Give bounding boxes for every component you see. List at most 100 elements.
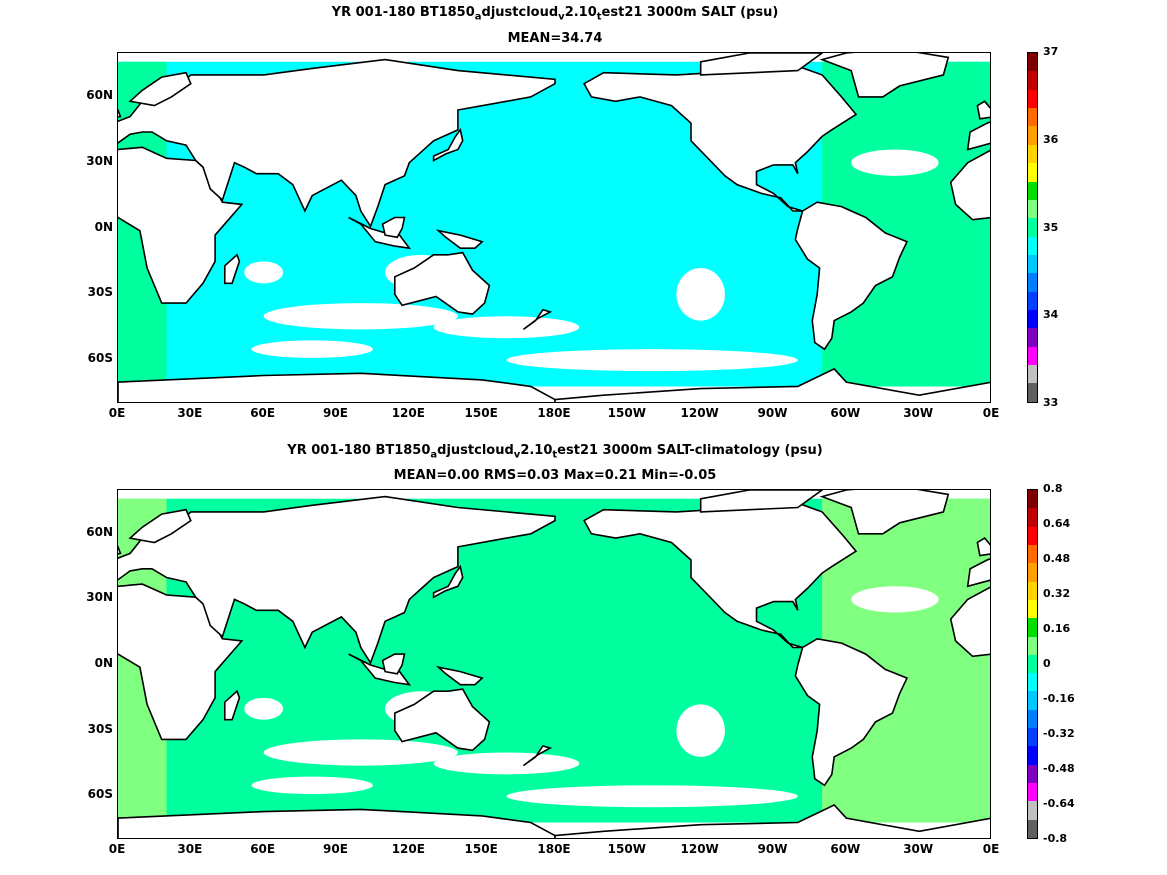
land-eurasia [966, 121, 990, 151]
y-tick-label: 60S [87, 787, 113, 802]
map-title-1: YR 001-180 BT1850adjustcloudv2.10test21 … [331, 5, 779, 23]
colorbar-swatch [1028, 544, 1037, 564]
x-tick-label: 90E [323, 406, 348, 420]
land-japan [432, 127, 464, 162]
no-data-region [244, 697, 284, 720]
land-japan [432, 564, 464, 599]
colorbar-swatch [1028, 618, 1037, 637]
x-tick-label: 30W [903, 406, 934, 420]
colorbar-swatch [1028, 783, 1037, 802]
x-tick-label: 60W [830, 842, 861, 856]
colorbar-swatch [1028, 236, 1037, 255]
land-uk [976, 537, 990, 557]
colorbar-swatch [1028, 108, 1037, 127]
colorbar-swatch [1028, 291, 1037, 311]
x-tick-label: 120W [680, 406, 719, 420]
colorbar-swatch [1028, 709, 1037, 729]
land-greenland [819, 53, 950, 98]
land-arctic_isl [699, 490, 824, 513]
no-data-region [433, 316, 580, 339]
land-borneo [381, 653, 406, 675]
land-samerica [794, 201, 909, 351]
y-tick-label: 0N [94, 656, 113, 670]
land-europe_n [128, 508, 192, 544]
colorbar-label: -0.48 [1043, 762, 1075, 775]
land-newguinea [435, 665, 484, 686]
colorbar-label: 0.16 [1043, 622, 1071, 635]
x-tick-label: 180E [537, 842, 571, 856]
ocean-map [118, 53, 990, 402]
x-tick-label: 90E [323, 842, 348, 856]
no-data-region [851, 586, 939, 613]
x-tick-label: 30E [177, 842, 203, 856]
colorbar-swatch [1028, 199, 1037, 219]
land-nz [522, 308, 553, 331]
colorbar-swatch [1028, 490, 1037, 509]
colorbar-label: -0.64 [1043, 797, 1075, 810]
ocean-map [118, 490, 990, 838]
land-newguinea [435, 229, 484, 249]
x-tick-label: 120E [391, 842, 425, 856]
colorbar-swatch [1028, 764, 1037, 783]
y-tick-label: 30S [87, 285, 113, 300]
colorbar-swatch [1028, 346, 1037, 366]
land-antarctica2 [554, 367, 990, 402]
colorbar-label: 0.8 [1043, 482, 1063, 495]
map-title-2: YR 001-180 BT1850adjustcloudv2.10test21 … [287, 443, 823, 461]
land-borneo [381, 216, 406, 239]
map-subtitle-1: MEAN=34.74 [507, 31, 603, 46]
land-arctic_isl [699, 53, 824, 76]
x-tick-label: 150W [607, 842, 646, 856]
land-uk [976, 100, 990, 120]
colorbar-swatch [1028, 636, 1037, 655]
x-tick-label: 0E [108, 842, 126, 856]
land-eurasia [966, 558, 990, 588]
colorbar-label: 36 [1043, 132, 1059, 146]
x-tick-label: 150E [464, 842, 498, 856]
x-tick-label: 150E [464, 406, 498, 420]
no-data-region [251, 776, 373, 795]
land-nz [522, 744, 553, 767]
colorbar-swatch [1028, 599, 1037, 619]
colorbar-swatch [1028, 53, 1037, 72]
map-subtitle-2: MEAN=0.00 RMS=0.03 Max=0.21 Min=-0.05 [393, 468, 717, 483]
colorbar-salt [1027, 52, 1038, 403]
land-madagascar [224, 253, 241, 285]
y-tick-label: 30S [87, 721, 113, 736]
no-data-region [251, 340, 373, 358]
colorbar-label: -0.32 [1043, 727, 1075, 740]
land-uk [118, 108, 122, 118]
no-data-region [263, 303, 458, 330]
land-antarctica [118, 808, 556, 838]
salt-map-panel [117, 52, 991, 403]
x-tick-label: 90W [757, 842, 788, 856]
y-tick-label: 0N [94, 219, 113, 234]
land-uk [118, 545, 122, 555]
land-indonesia [348, 653, 412, 686]
colorbar-label: 34 [1043, 308, 1059, 322]
no-data-region [263, 739, 458, 766]
colorbar-label: -0.8 [1043, 832, 1068, 845]
y-tick-label: 30N [86, 153, 113, 168]
colorbar-swatch [1028, 181, 1037, 200]
land-eurasia [118, 495, 556, 665]
colorbar-swatch [1028, 563, 1037, 582]
colorbar-label: 0.64 [1043, 517, 1071, 530]
land-africa [949, 586, 990, 658]
x-tick-label: 0E [108, 406, 126, 420]
colorbar-swatch [1028, 71, 1037, 90]
land-samerica [794, 637, 909, 787]
colorbar-label: 0.32 [1043, 587, 1071, 600]
no-data-region [506, 349, 798, 372]
no-data-region [676, 267, 725, 321]
land-namerica [583, 502, 858, 649]
x-tick-label: 30W [903, 842, 934, 856]
no-data-region [506, 785, 798, 808]
y-tick-label: 60S [87, 351, 113, 366]
x-tick-label: 90W [757, 406, 788, 420]
y-tick-label: 30N [86, 590, 113, 605]
colorbar-swatch [1028, 254, 1037, 274]
no-data-region [244, 261, 284, 284]
colorbar-label: 37 [1043, 45, 1059, 58]
colorbar-label: 0 [1043, 657, 1051, 670]
